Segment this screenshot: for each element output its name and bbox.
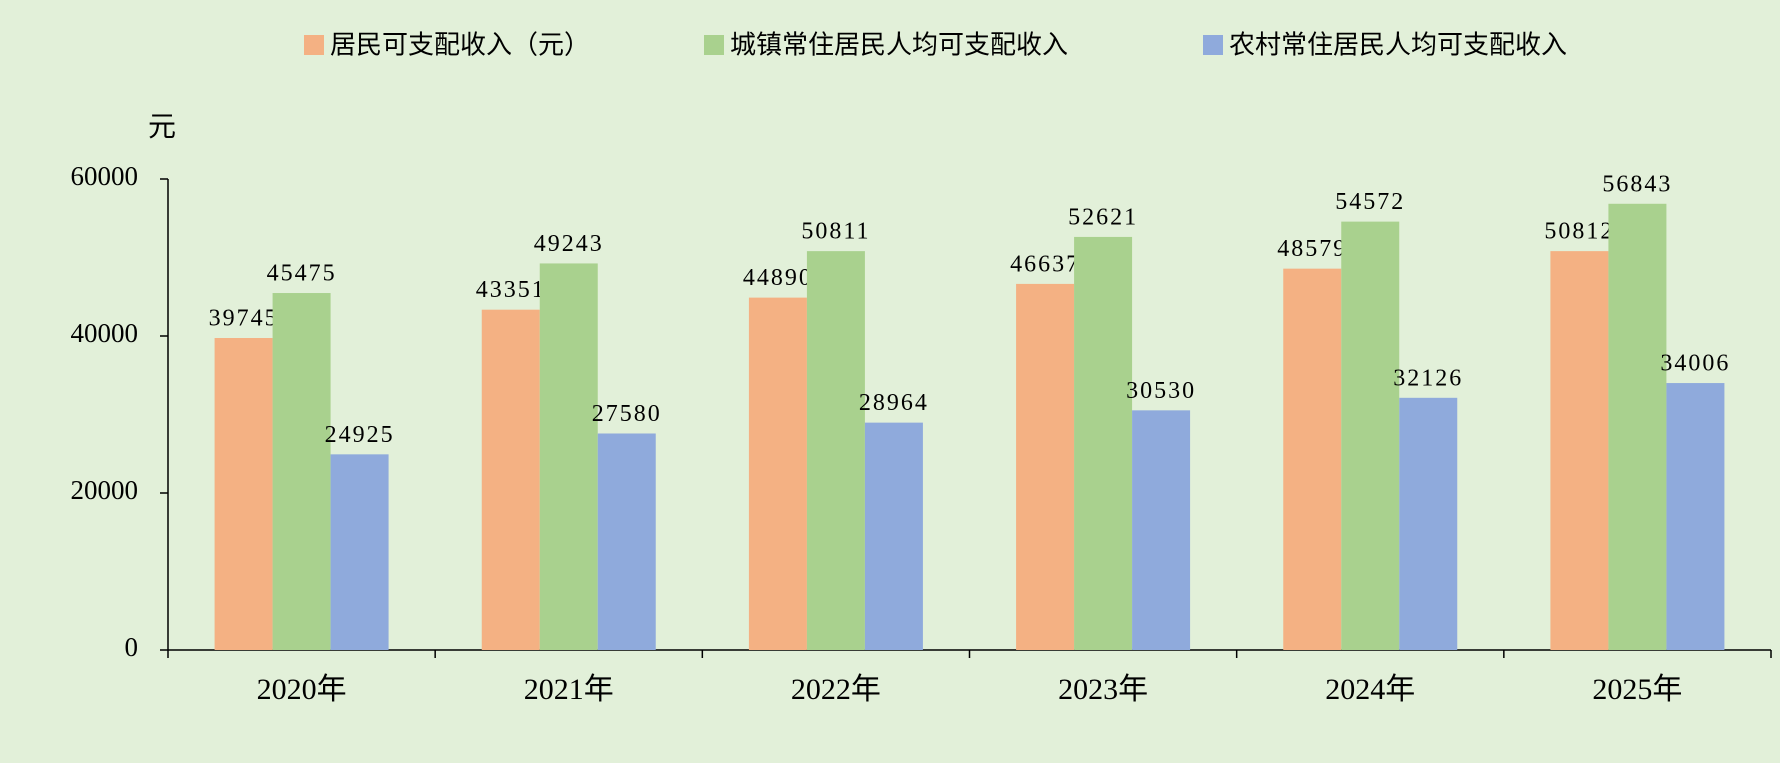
x-tick-label: 2025年: [1592, 673, 1682, 706]
bar: [272, 293, 331, 650]
value-label: 34006: [1660, 351, 1730, 377]
value-label: 45475: [267, 261, 337, 287]
y-tick-label: 60000: [71, 161, 139, 191]
value-label: 52621: [1068, 204, 1138, 230]
bar: [214, 338, 273, 650]
y-axis-unit: 元: [148, 110, 176, 143]
bar: [1550, 251, 1609, 650]
x-tick-label: 2024年: [1325, 673, 1415, 706]
value-label: 56843: [1602, 171, 1672, 197]
bar: [1074, 236, 1133, 650]
y-tick-label: 0: [125, 632, 139, 662]
bar: [806, 251, 865, 650]
bar: [330, 454, 389, 650]
value-label: 39745: [209, 306, 279, 332]
bar: [1666, 383, 1725, 650]
value-label: 50812: [1544, 219, 1614, 245]
bar: [597, 433, 656, 650]
value-label: 30530: [1126, 378, 1196, 404]
x-tick-label: 2022年: [791, 673, 881, 706]
value-label: 54572: [1335, 189, 1405, 215]
bar: [1283, 268, 1342, 650]
value-label: 32126: [1393, 365, 1463, 391]
bar: [539, 263, 598, 650]
value-label: 48579: [1277, 236, 1347, 262]
legend-swatch: [1203, 35, 1223, 55]
bar: [748, 297, 807, 650]
value-label: 27580: [592, 401, 662, 427]
bar: [1608, 203, 1667, 650]
bar: [481, 309, 540, 650]
legend-swatch: [304, 35, 324, 55]
bar: [1132, 410, 1191, 650]
x-tick-label: 2023年: [1058, 673, 1148, 706]
legend-label: 农村常住居民人均可支配收入: [1229, 31, 1567, 61]
bar: [1016, 283, 1075, 650]
y-tick-label: 40000: [71, 318, 139, 348]
value-label: 43351: [476, 277, 546, 303]
bar: [864, 422, 923, 650]
value-label: 44890: [743, 265, 813, 291]
bar: [1399, 397, 1458, 650]
value-label: 50811: [801, 219, 870, 245]
x-tick-label: 2020年: [257, 673, 347, 706]
legend-label: 居民可支配收入（元）: [330, 31, 590, 61]
legend-swatch: [704, 35, 724, 55]
x-tick-label: 2021年: [524, 673, 614, 706]
bar: [1341, 221, 1400, 650]
legend-label: 城镇常住居民人均可支配收入: [730, 31, 1068, 61]
y-tick-label: 20000: [71, 475, 139, 505]
value-label: 46637: [1010, 251, 1080, 277]
value-label: 49243: [534, 231, 604, 257]
value-label: 24925: [325, 422, 395, 448]
value-label: 28964: [859, 390, 929, 416]
